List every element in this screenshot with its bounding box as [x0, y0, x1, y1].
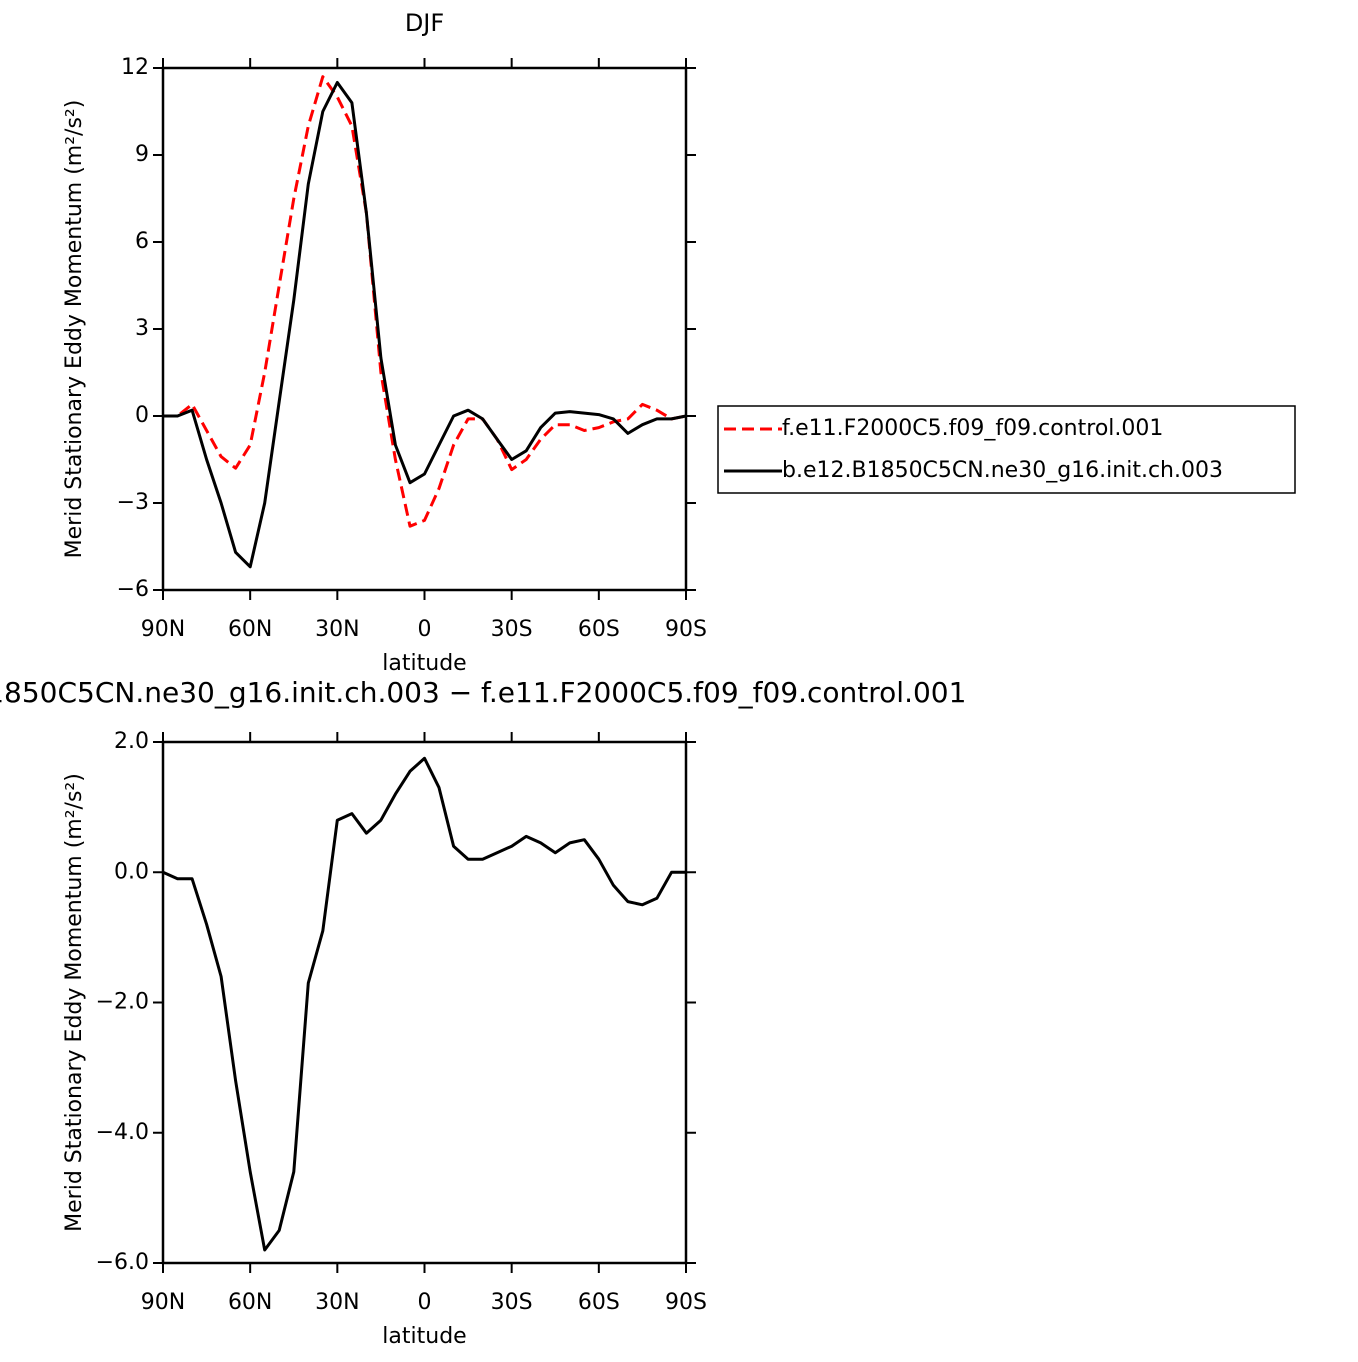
- y-tick-label: −4.0: [96, 1120, 149, 1145]
- y-axis-label: Merid Stationary Eddy Momentum (m²/s²): [62, 100, 87, 559]
- y-tick-label: −6: [117, 577, 149, 602]
- x-tick-label: 60N: [228, 617, 272, 642]
- x-tick-label: 0: [418, 1290, 432, 1315]
- chart-title: b.e12.B1850C5CN.ne30_g16.init.ch.003 − f…: [0, 676, 966, 709]
- y-tick-label: 3: [135, 316, 149, 341]
- y-tick-label: 12: [121, 55, 149, 80]
- data-line: [163, 75, 687, 528]
- legend-label: b.e12.B1850C5CN.ne30_g16.init.ch.003: [782, 458, 1223, 483]
- y-tick-label: 9: [135, 142, 149, 167]
- x-axis-label: latitude: [382, 1324, 466, 1349]
- x-tick-label: 90N: [141, 1290, 185, 1315]
- x-tick-label: 90S: [665, 617, 707, 642]
- plot-frame: [161, 740, 688, 1265]
- y-axis-label: Merid Stationary Eddy Momentum (m²/s²): [62, 773, 87, 1232]
- data-line: [163, 81, 687, 569]
- y-tick-label: −6.0: [96, 1250, 149, 1275]
- x-axis-label: latitude: [382, 651, 466, 676]
- x-tick-label: 30N: [315, 617, 359, 642]
- chart-title: DJF: [405, 9, 444, 37]
- x-tick-label: 30N: [315, 1290, 359, 1315]
- y-tick-label: −3: [117, 490, 149, 515]
- y-tick-label: −2.0: [96, 990, 149, 1015]
- x-tick-label: 60N: [228, 1290, 272, 1315]
- x-tick-label: 60S: [578, 617, 620, 642]
- legend-box: [717, 405, 1296, 494]
- y-tick-label: 0.0: [114, 859, 149, 884]
- y-tick-label: 2.0: [114, 729, 149, 754]
- y-tick-label: 6: [135, 229, 149, 254]
- x-tick-label: 30S: [491, 617, 533, 642]
- x-tick-label: 0: [418, 617, 432, 642]
- data-line: [162, 756, 686, 1252]
- x-tick-label: 90N: [141, 617, 185, 642]
- y-tick-label: 0: [135, 403, 149, 428]
- x-tick-label: 60S: [578, 1290, 620, 1315]
- x-tick-label: 30S: [491, 1290, 533, 1315]
- legend-label: f.e11.F2000C5.f09_f09.control.001: [782, 416, 1163, 441]
- plot-frame: [161, 66, 688, 592]
- x-tick-label: 90S: [665, 1290, 707, 1315]
